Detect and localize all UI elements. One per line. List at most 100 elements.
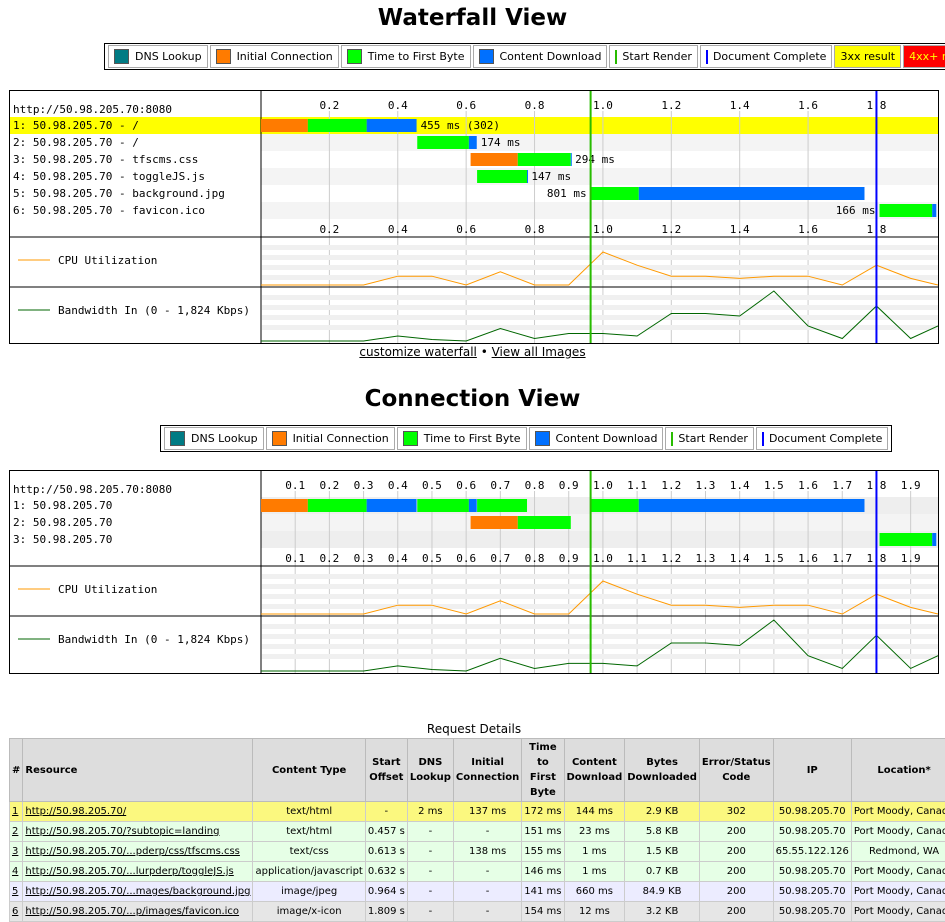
- bandwidth-in-label: Bandwidth In (0 - 1,824 Kbps): [58, 304, 250, 317]
- timing-bar-segment: [639, 187, 865, 200]
- request-row-label: 5: 50.98.205.70 - background.jpg: [13, 187, 225, 200]
- request-row-label: 1: 50.98.205.70: [13, 499, 112, 512]
- cell-content-type: image/jpeg: [253, 882, 365, 902]
- row-stripe: [261, 514, 938, 531]
- timing-bar-segment: [880, 204, 933, 217]
- resource-link[interactable]: http://50.98.205.70/...p/images/favicon.…: [25, 906, 239, 917]
- tick-label-top: 0.8: [525, 99, 545, 112]
- tick-label-bottom: 0.2: [319, 223, 339, 236]
- cell-bytes-downloaded: 0.7 KB: [625, 862, 700, 882]
- column-header-initial-connection: Initial Connection: [453, 739, 521, 802]
- timing-bar-segment: [571, 153, 572, 166]
- tick-label-bottom: 1.4: [730, 223, 750, 236]
- timing-bar-segment: [932, 533, 936, 546]
- cell-ip: 50.98.205.70: [773, 802, 851, 822]
- cell-time-to-first-byte: 151 ms: [522, 822, 564, 842]
- request-number-link[interactable]: 2: [12, 826, 18, 837]
- request-number-link[interactable]: 4: [12, 866, 18, 877]
- tick-label-top: 0.9: [559, 479, 579, 492]
- cell-location: Port Moody, Canada: [851, 822, 945, 842]
- cell-time-to-first-byte: 146 ms: [522, 862, 564, 882]
- tick-label-top: 0.8: [525, 479, 545, 492]
- request-number-link[interactable]: 1: [12, 806, 18, 817]
- graph-stripe: [262, 584, 938, 589]
- request-row-label: 3: 50.98.205.70 - tfscms.css: [13, 153, 198, 166]
- resource-link[interactable]: http://50.98.205.70/: [25, 806, 126, 817]
- view-all-images-link[interactable]: View all Images: [492, 345, 586, 359]
- tick-label-top: 0.7: [490, 479, 510, 492]
- timing-bar-segment: [880, 533, 933, 546]
- request-row-label: 3: 50.98.205.70: [13, 533, 112, 546]
- cell-dns-lookup: 2 ms: [407, 802, 453, 822]
- legend-swatch: [114, 49, 129, 64]
- cell-content-type: text/css: [253, 842, 365, 862]
- timing-bar-segment: [469, 499, 477, 512]
- table-row: 3 http://50.98.205.70/...pderp/css/tfscms…: [10, 842, 945, 862]
- column-header-start-offset: Start Offset: [365, 739, 407, 802]
- resource-link[interactable]: http://50.98.205.70/...lurpderp/toggleJS…: [25, 866, 233, 877]
- row-stripe: [261, 168, 938, 185]
- graph-stripe: [262, 624, 938, 629]
- resource-link[interactable]: http://50.98.205.70/...mages/background.…: [25, 886, 250, 897]
- tick-label-top: 1.5: [764, 479, 784, 492]
- legend-item-start-render: Start Render: [609, 45, 698, 68]
- cell-content-download: 1 ms: [564, 842, 625, 862]
- request-duration-label: 801 ms: [547, 187, 587, 200]
- cell-: 2: [10, 822, 23, 842]
- legend-label: Start Render: [622, 50, 692, 63]
- table-row: 5 http://50.98.205.70/...mages/background…: [10, 882, 945, 902]
- cell-content-download: 1 ms: [564, 862, 625, 882]
- legend-item-time-to-first-byte: Time to First Byte: [341, 45, 471, 68]
- legend-label: Document Complete: [713, 50, 827, 63]
- column-header-time-to-first-byte: Time to First Byte: [522, 739, 564, 802]
- tick-label-top: 0.2: [319, 99, 339, 112]
- chart-canvas: 0.20.20.40.40.60.60.80.81.01.01.21.21.41…: [10, 91, 938, 343]
- request-number-link[interactable]: 3: [12, 846, 18, 857]
- cell-content-download: 144 ms: [564, 802, 625, 822]
- tick-label-bottom: 1.2: [661, 223, 681, 236]
- resource-link[interactable]: http://50.98.205.70/...pderp/css/tfscms.…: [25, 846, 240, 857]
- column-header-bytes-downloaded: Bytes Downloaded: [625, 739, 700, 802]
- cell-initial-connection: -: [453, 822, 521, 842]
- legend-item-initial-connection: Initial Connection: [266, 427, 395, 450]
- timing-bar-segment: [308, 499, 367, 512]
- legend-label: DNS Lookup: [135, 50, 202, 63]
- timing-bar-segment: [527, 170, 528, 183]
- column-header-: #: [10, 739, 23, 802]
- graph-stripe: [262, 275, 938, 280]
- cell-ip: 50.98.205.70: [773, 882, 851, 902]
- legend-label: DNS Lookup: [191, 432, 258, 445]
- request-number-link[interactable]: 5: [12, 886, 18, 897]
- request-duration-label: 174 ms: [481, 136, 521, 149]
- cell-error-status-code: 302: [699, 802, 773, 822]
- request-details-caption: Request Details: [9, 722, 939, 736]
- tick-label-top: 1.0: [593, 99, 613, 112]
- tick-label-top: 0.5: [422, 479, 442, 492]
- cell-bytes-downloaded: 5.8 KB: [625, 822, 700, 842]
- tick-label-top: 0.6: [456, 99, 476, 112]
- tick-label-bottom: 1.2: [661, 552, 681, 565]
- cell-: 3: [10, 842, 23, 862]
- legend-swatch: [403, 431, 418, 446]
- customize-waterfall-link[interactable]: customize waterfall: [359, 345, 476, 359]
- column-header-content-download: Content Download: [564, 739, 625, 802]
- legend-line-marker: [671, 432, 673, 446]
- legend-label: Start Render: [678, 432, 748, 445]
- cell-initial-connection: -: [453, 882, 521, 902]
- cpu-utilization-label: CPU Utilization: [58, 254, 157, 267]
- cell-content-download: 660 ms: [564, 882, 625, 902]
- legend-line-marker: [762, 432, 764, 446]
- cell-time-to-first-byte: 172 ms: [522, 802, 564, 822]
- legend-line-marker: [706, 50, 708, 64]
- cell-content-type: application/javascript: [253, 862, 365, 882]
- legend-line-marker: [615, 50, 617, 64]
- legend-item-document-complete: Document Complete: [756, 427, 889, 450]
- cell-location: Port Moody, Canada: [851, 902, 945, 922]
- legend-swatch: [272, 431, 287, 446]
- request-row-label: 2: 50.98.205.70 - /: [13, 136, 139, 149]
- request-number-link[interactable]: 6: [12, 906, 18, 917]
- tick-label-top: 1.6: [798, 479, 818, 492]
- resource-link[interactable]: http://50.98.205.70/?subtopic=landing: [25, 826, 219, 837]
- legend-item-dns-lookup: DNS Lookup: [164, 427, 264, 450]
- cell-location: Port Moody, Canada: [851, 802, 945, 822]
